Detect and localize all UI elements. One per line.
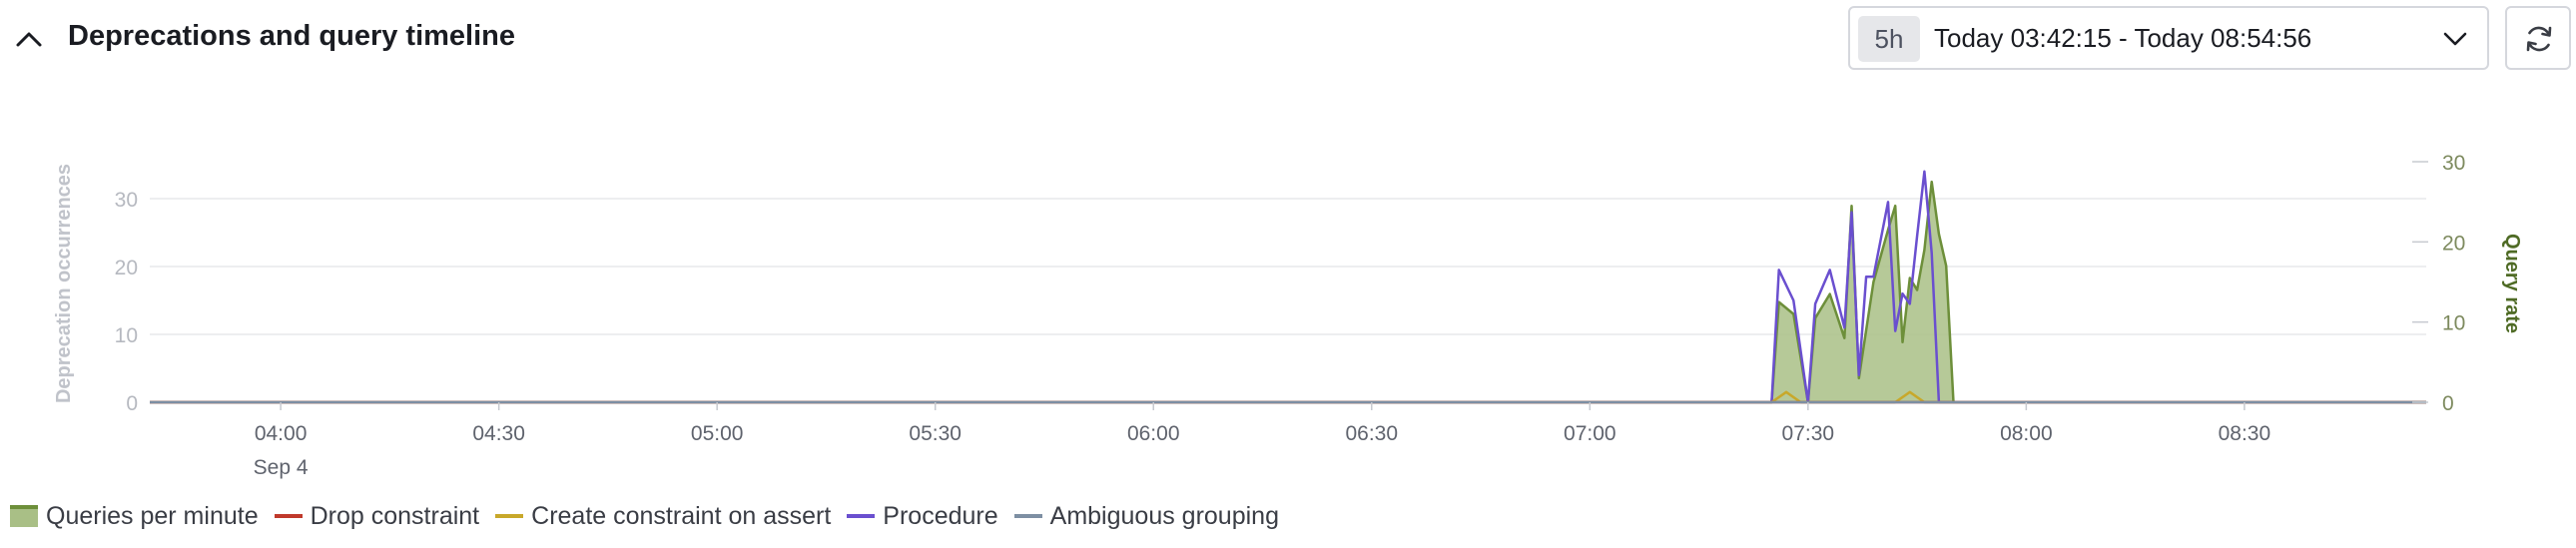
legend-item[interactable]: Queries per minute [10, 502, 259, 531]
line-layer [150, 170, 2426, 404]
x-date-label: Sep 4 [254, 456, 309, 479]
y-right-tick-label: 30 [2442, 152, 2465, 175]
series-area-queries-per-minute [150, 182, 2426, 402]
x-tick-label: 06:00 [1127, 422, 1180, 445]
x-tick-label: 05:30 [909, 422, 962, 445]
y-right-tick-label: 20 [2442, 232, 2465, 255]
time-range-picker[interactable]: 5h Today 03:42:15 - Today 08:54:56 [1848, 6, 2489, 70]
timeline-chart[interactable]: 0 10 20 30 0 10 20 30 Deprecation occurrences Que… [0, 130, 2576, 489]
x-tick-label: 04:00 [255, 422, 308, 445]
x-tick-label: 08:00 [2000, 422, 2053, 445]
legend-label: Ambiguous grouping [1049, 501, 1279, 530]
legend-swatch [495, 514, 524, 518]
x-tick-label: 08:30 [2219, 422, 2271, 445]
x-tick-label: 06:30 [1345, 422, 1398, 445]
area-layer [150, 180, 2426, 404]
legend-label: Queries per minute [46, 501, 259, 530]
axis-layer: 0 10 20 30 0 10 20 30 Deprecation occurrences Que… [53, 152, 2523, 479]
y-right-axis-title: Query rate [2501, 234, 2523, 333]
legend-swatch [1013, 514, 1042, 518]
series-line-queries-per-minute [150, 180, 2426, 404]
y-left-tick-label: 10 [115, 324, 138, 347]
legend-item[interactable]: Drop constraint [274, 501, 480, 531]
chart-grid [150, 198, 2426, 403]
legend-item[interactable]: Create constraint on assert [495, 502, 831, 531]
legend-label: Create constraint on assert [531, 501, 832, 530]
legend-label: Drop constraint [310, 501, 480, 530]
chart-legend: Queries per minute Drop constraint Create … [10, 496, 1295, 536]
y-left-tick-label: 0 [126, 392, 138, 415]
refresh-button[interactable] [2505, 6, 2571, 70]
x-tick-label: 05:00 [691, 422, 744, 445]
x-tick-label: 04:30 [472, 422, 525, 445]
legend-swatch [274, 514, 303, 518]
panel-header: Deprecations and query timeline 5h Today… [0, 0, 2576, 80]
series-line-create-constraint-on-assert [150, 390, 2426, 404]
panel-title: Deprecations and query timeline [68, 20, 516, 52]
legend-swatch [10, 505, 38, 527]
y-left-tick-label: 20 [115, 257, 138, 279]
chevron-down-icon[interactable] [2441, 26, 2469, 52]
legend-label: Procedure [883, 501, 998, 530]
series-line-procedure [150, 170, 2426, 404]
y-left-tick-label: 30 [115, 189, 138, 212]
x-tick-label: 07:00 [1564, 422, 1616, 445]
legend-item[interactable]: Ambiguous grouping [1013, 501, 1279, 531]
chevron-up-icon[interactable] [12, 22, 46, 56]
y-right-tick-label: 0 [2442, 392, 2454, 415]
x-tick-label: 07:30 [1782, 422, 1835, 445]
legend-item[interactable]: Procedure [847, 501, 998, 531]
y-left-axis-title: Deprecation occurrences [53, 164, 75, 403]
legend-swatch [847, 514, 876, 518]
time-range-text: Today 03:42:15 - Today 08:54:56 [1934, 23, 2312, 53]
range-duration-badge: 5h [1858, 16, 1920, 62]
y-right-tick-label: 10 [2442, 312, 2465, 335]
